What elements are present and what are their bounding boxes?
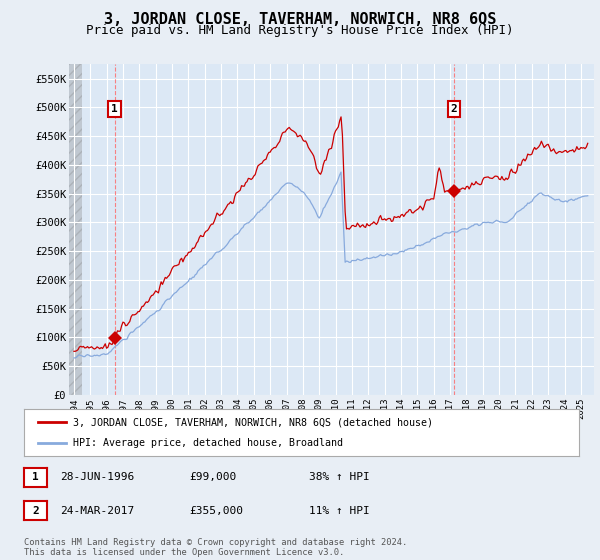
- Text: 3, JORDAN CLOSE, TAVERHAM, NORWICH, NR8 6QS: 3, JORDAN CLOSE, TAVERHAM, NORWICH, NR8 …: [104, 12, 496, 27]
- Text: 2: 2: [32, 506, 39, 516]
- Text: 3, JORDAN CLOSE, TAVERHAM, NORWICH, NR8 6QS (detached house): 3, JORDAN CLOSE, TAVERHAM, NORWICH, NR8 …: [73, 417, 433, 427]
- Text: £355,000: £355,000: [189, 506, 243, 516]
- Text: 38% ↑ HPI: 38% ↑ HPI: [309, 472, 370, 482]
- Text: £99,000: £99,000: [189, 472, 236, 482]
- Bar: [69, 64, 82, 395]
- Text: 2: 2: [451, 104, 457, 114]
- Text: 1: 1: [32, 472, 39, 482]
- Text: 28-JUN-1996: 28-JUN-1996: [60, 472, 134, 482]
- Text: 1: 1: [111, 104, 118, 114]
- Text: HPI: Average price, detached house, Broadland: HPI: Average price, detached house, Broa…: [73, 438, 343, 448]
- Text: 24-MAR-2017: 24-MAR-2017: [60, 506, 134, 516]
- Text: Price paid vs. HM Land Registry's House Price Index (HPI): Price paid vs. HM Land Registry's House …: [86, 24, 514, 37]
- Text: Contains HM Land Registry data © Crown copyright and database right 2024.
This d: Contains HM Land Registry data © Crown c…: [24, 538, 407, 557]
- Text: 11% ↑ HPI: 11% ↑ HPI: [309, 506, 370, 516]
